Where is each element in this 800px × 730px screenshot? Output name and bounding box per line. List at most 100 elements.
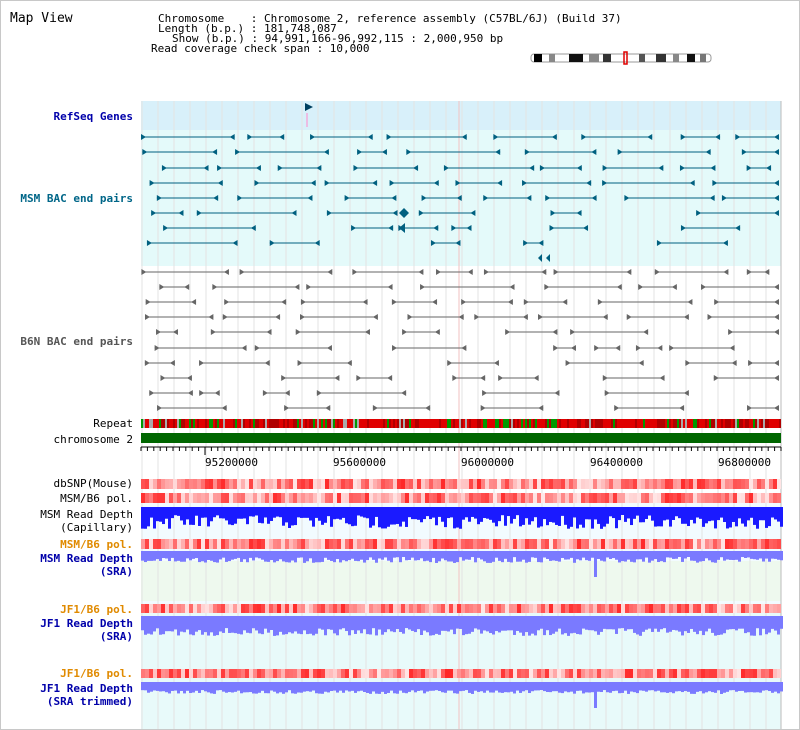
msm-b6-pol-heat-cell — [657, 493, 661, 503]
msm-depth-sra-bar — [453, 551, 456, 563]
jf1-depth-trimmed-bar — [735, 682, 738, 692]
msm-depth-capillary-bar — [477, 507, 480, 525]
msm-b6-pol-heat-cell — [589, 493, 593, 503]
msm-b6-pol-heat-cell — [585, 493, 589, 503]
repeat-segment — [147, 419, 149, 428]
jf1-depth-sra-bar — [354, 616, 357, 634]
jf1-depth-sra-bar — [693, 616, 696, 632]
msm-depth-sra-bar — [540, 551, 543, 563]
jf1-depth-sra-bar — [252, 616, 255, 629]
repeat-segment — [191, 419, 193, 428]
msm-b6-pol-heat-cell — [681, 493, 685, 503]
msm-depth-sra-bar — [309, 551, 312, 559]
jf1-depth-sra-bar — [651, 616, 654, 632]
b6n-bac-pair-end — [262, 390, 268, 396]
repeat-segment — [313, 419, 315, 428]
msm-depth-capillary-bar — [711, 507, 714, 521]
repeat-segment — [579, 419, 581, 428]
jf1-depth-trimmed-bar — [261, 682, 264, 691]
dbsnp-heat-cell — [289, 479, 293, 489]
msm-depth-sra-bar — [249, 551, 252, 558]
jf1-pol-heat-cell — [469, 669, 473, 678]
msm-b6-pol-heat-cell — [501, 539, 505, 549]
b6n-bac-pair-end — [538, 405, 544, 411]
msm-depth-capillary-bar — [429, 507, 432, 520]
msm-depth-sra-bar — [144, 551, 147, 563]
dbsnp-heat-cell — [453, 479, 457, 489]
dbsnp-heat-cell — [765, 479, 769, 489]
dbsnp-heat-cell — [533, 479, 537, 489]
dbsnp-heat-cell — [177, 479, 181, 489]
jf1-depth-sra-bar — [336, 616, 339, 636]
msm-b6-pol-heat-cell — [185, 539, 189, 549]
repeat-segment — [643, 419, 645, 428]
b6n-bac-pair-end — [241, 345, 247, 351]
b6n-bac-pair-end — [687, 299, 693, 305]
dbsnp-heat-cell — [489, 479, 493, 489]
jf1-pol-heat-cell — [653, 604, 657, 613]
dbsnp-heat-cell — [697, 479, 701, 489]
dbsnp-heat-cell — [657, 479, 661, 489]
msm-depth-sra-bar — [621, 551, 624, 562]
msm-depth-sra-bar — [195, 551, 198, 559]
b6n-bac-pair-end — [254, 345, 260, 351]
jf1-pol-heat-cell — [261, 669, 265, 678]
info-coverage-span: Read coverage check span : 10,000 — [151, 42, 370, 55]
msm-b6-pol-heat-cell — [457, 539, 461, 549]
repeat-segment — [157, 419, 159, 428]
repeat-segment — [245, 419, 247, 428]
jf1-depth-sra-bar — [219, 616, 222, 632]
msm-depth-capillary-bar — [321, 507, 324, 525]
dbsnp-heat-cell — [685, 479, 689, 489]
msm-depth-capillary-bar — [693, 507, 696, 524]
jf1-pol-heat-cell — [185, 604, 189, 613]
dbsnp-heat-cell — [689, 479, 693, 489]
jf1-pol-heat-cell — [593, 669, 597, 678]
jf1-depth-trimmed-bar — [660, 682, 663, 693]
msm-depth-capillary-bar — [777, 507, 780, 522]
repeat-segment — [317, 419, 319, 428]
repeat-segment — [483, 419, 485, 428]
msm-depth-capillary-bar — [621, 507, 624, 516]
axis-tick-label: 96800000 — [718, 456, 771, 469]
repeat-segment — [607, 419, 609, 428]
msm-depth-capillary-bar — [162, 507, 165, 525]
jf1-pol-heat-cell — [557, 604, 561, 613]
msm-depth-capillary-bar — [342, 507, 345, 518]
repeat-segment — [731, 419, 733, 428]
jf1-depth-trimmed-bar — [771, 682, 774, 693]
repeat-segment — [233, 419, 235, 428]
jf1-pol-heat-cell — [269, 604, 273, 613]
msm-b6-pol-heat-cell — [661, 493, 665, 503]
msm-b6-pol-heat-cell — [217, 493, 221, 503]
ideogram-band — [673, 54, 679, 62]
msm-depth-sra-bar — [210, 551, 213, 561]
b6n-bac-pair-end — [208, 314, 214, 320]
jf1-depth-trimmed-bar — [204, 682, 207, 692]
repeat-segment — [179, 419, 181, 428]
jf1-depth-trimmed-bar — [522, 682, 525, 692]
dbsnp-heat-cell — [401, 479, 405, 489]
msm-b6-pol-heat-cell — [345, 493, 349, 503]
repeat-segment — [761, 419, 763, 428]
axis-tick-label: 95600000 — [333, 456, 386, 469]
jf1-pol-heat-cell — [169, 604, 173, 613]
b6n-bac-pair-end — [679, 405, 685, 411]
jf1-depth-sra-bar — [549, 616, 552, 636]
msm-depth-capillary-bar — [750, 507, 753, 518]
jf1-depth-trimmed-bar — [348, 682, 351, 692]
msm-b6-pol-heat-cell — [389, 539, 393, 549]
jf1-depth-trimmed-bar — [396, 682, 399, 694]
jf1-pol-heat-cell — [501, 669, 505, 678]
b6n-bac-pair-end — [156, 329, 162, 335]
repeat-segment — [697, 419, 699, 428]
jf1-pol-heat-cell — [477, 669, 481, 678]
msm-b6-pol-heat-cell — [617, 539, 621, 549]
jf1-depth-sra-bar — [561, 616, 564, 635]
dbsnp-heat-cell — [385, 479, 389, 489]
jf1-pol-heat-cell — [489, 669, 493, 678]
msm-b6-pol-heat-cell — [465, 539, 469, 549]
jf1-pol-heat-cell — [225, 669, 229, 678]
dbsnp-heat-cell — [509, 479, 513, 489]
